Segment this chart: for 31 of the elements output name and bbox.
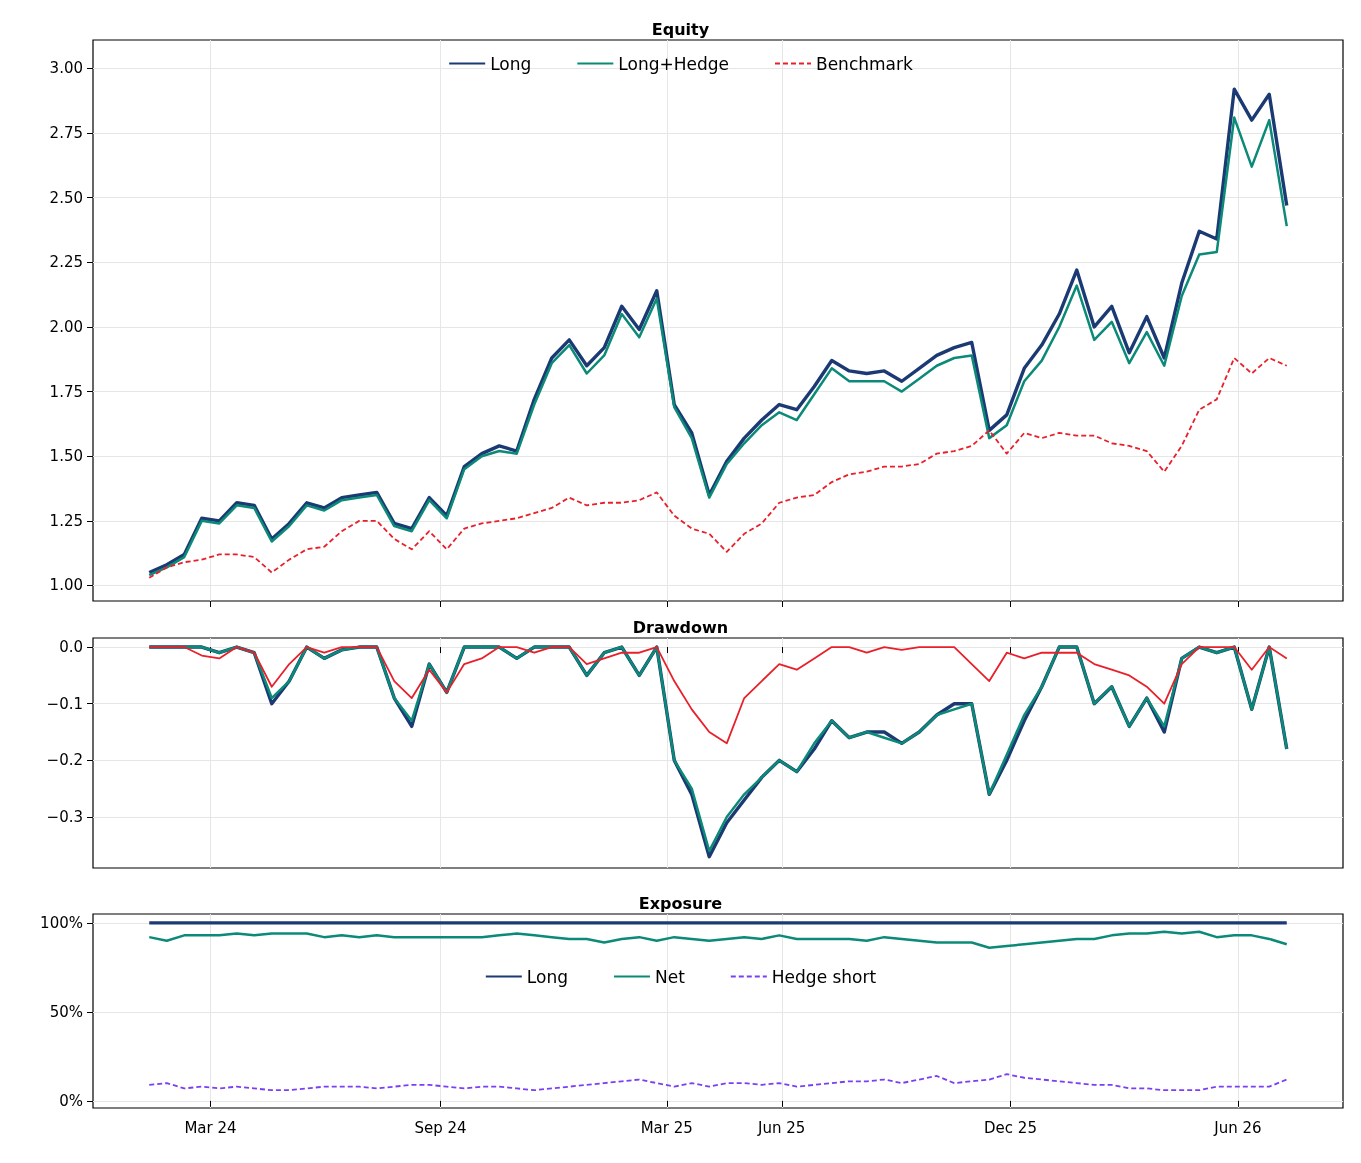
y-tick-label: 0% xyxy=(59,1091,83,1110)
y-tick-label: −0.3 xyxy=(46,808,83,827)
y-tick-label: 1.00 xyxy=(49,576,83,595)
y-tick-label: 1.75 xyxy=(49,382,83,401)
y-tick-label: 2.25 xyxy=(49,253,83,272)
y-tick-label: 0.0 xyxy=(59,638,83,657)
y-tick-label: 50% xyxy=(49,1002,83,1021)
chart-title: Drawdown xyxy=(632,617,729,637)
x-tick-label: Dec 25 xyxy=(984,1118,1037,1137)
y-tick-label: 1.25 xyxy=(49,511,83,530)
y-tick-label: 100% xyxy=(40,913,83,932)
x-tick-label: Jun 26 xyxy=(1213,1118,1262,1137)
legend-label: Net xyxy=(654,966,686,987)
y-tick-label: −0.1 xyxy=(46,694,83,713)
y-tick-label: 2.75 xyxy=(49,124,83,143)
x-tick-label: Mar 24 xyxy=(184,1118,237,1137)
y-tick-label: 2.50 xyxy=(49,188,83,207)
legend-label: Benchmark xyxy=(815,53,913,74)
x-tick-label: Jun 25 xyxy=(757,1118,806,1137)
y-tick-label: −0.2 xyxy=(46,751,83,770)
legend-label: Long+Hedge xyxy=(618,53,729,74)
chart-title: Exposure xyxy=(638,893,723,913)
chart-title: Equity xyxy=(651,19,710,39)
legend-label: Hedge short xyxy=(771,966,877,987)
legend-label: Long xyxy=(490,53,532,74)
y-tick-label: 2.00 xyxy=(49,317,83,336)
x-tick-label: Mar 25 xyxy=(640,1118,693,1137)
legend-label: Long xyxy=(526,966,568,987)
x-tick-label: Sep 24 xyxy=(414,1118,467,1137)
y-tick-label: 1.50 xyxy=(49,447,83,466)
y-tick-label: 3.00 xyxy=(49,59,83,78)
